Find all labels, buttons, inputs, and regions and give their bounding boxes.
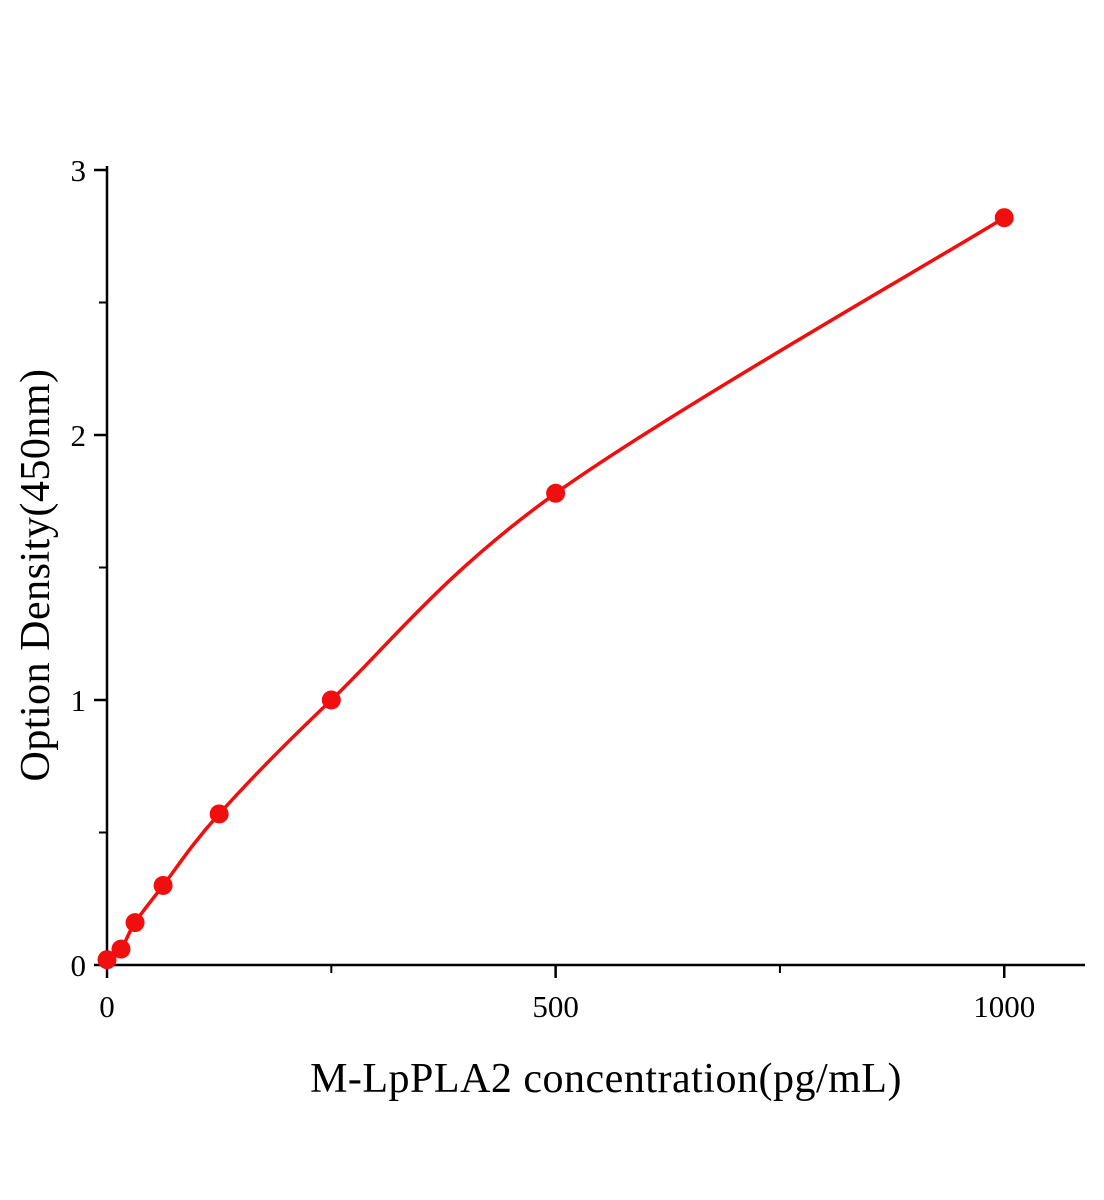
standard-curve-line <box>105 215 1006 962</box>
y-tick-label: 1 <box>71 683 87 718</box>
data-point-marker <box>97 950 117 970</box>
x-tick-label: 500 <box>532 989 579 1024</box>
data-point-marker <box>111 939 131 959</box>
y-tick-label: 0 <box>71 948 87 983</box>
data-point-marker <box>321 690 341 710</box>
x-tick-label: 1000 <box>973 989 1035 1024</box>
y-axis-title: Option Density(450nm) <box>13 368 59 782</box>
data-point-marker <box>546 483 566 503</box>
y-tick-label: 3 <box>71 153 87 188</box>
y-tick-label: 2 <box>71 418 87 453</box>
data-point-marker <box>209 804 229 824</box>
data-point-marker <box>125 913 145 933</box>
data-point-marker <box>153 876 173 895</box>
x-tick-label: 0 <box>99 989 115 1024</box>
data-point-marker <box>994 208 1014 228</box>
x-axis-title: M-LpPLA2 concentration(pg/mL) <box>310 1056 902 1102</box>
